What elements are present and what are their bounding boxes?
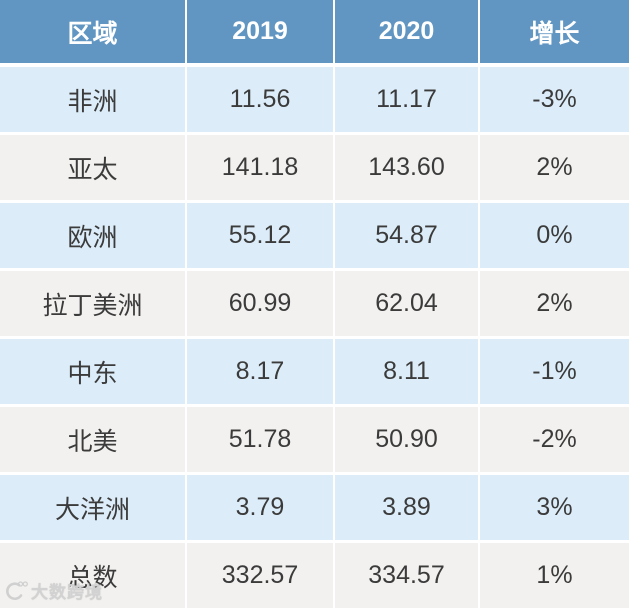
column-header-growth: 增长 xyxy=(480,0,629,67)
table-row-asia-pacific: 亚太 141.18 143.60 2% xyxy=(0,135,629,203)
cell-region: 拉丁美洲 xyxy=(0,271,187,339)
cell-2019: 141.18 xyxy=(187,135,335,203)
cell-2020: 62.04 xyxy=(335,271,480,339)
cell-2020: 11.17 xyxy=(335,67,480,135)
cell-2019: 11.56 xyxy=(187,67,335,135)
table-row-middle-east: 中东 8.17 8.11 -1% xyxy=(0,339,629,407)
column-header-region: 区域 xyxy=(0,0,187,67)
cell-2020: 54.87 xyxy=(335,203,480,271)
table-row-africa: 非洲 11.56 11.17 -3% xyxy=(0,67,629,135)
header-row: 区域 2019 2020 增长 xyxy=(0,0,629,67)
cell-2019: 332.57 xyxy=(187,543,335,608)
cell-2019: 3.79 xyxy=(187,475,335,543)
column-header-2019: 2019 xyxy=(187,0,335,67)
table-row-europe: 欧洲 55.12 54.87 0% xyxy=(0,203,629,271)
cell-region: 大洋洲 xyxy=(0,475,187,543)
cell-2020: 3.89 xyxy=(335,475,480,543)
cell-2019: 8.17 xyxy=(187,339,335,407)
table-row-oceania: 大洋洲 3.79 3.89 3% xyxy=(0,475,629,543)
cell-growth: 1% xyxy=(480,543,629,608)
table-row-latin-america: 拉丁美洲 60.99 62.04 2% xyxy=(0,271,629,339)
cell-region: 非洲 xyxy=(0,67,187,135)
table-row-north-america: 北美 51.78 50.90 -2% xyxy=(0,407,629,475)
cell-region: 总数 xyxy=(0,543,187,608)
cell-growth: -2% xyxy=(480,407,629,475)
cell-2019: 55.12 xyxy=(187,203,335,271)
cell-growth: 2% xyxy=(480,271,629,339)
cell-region: 中东 xyxy=(0,339,187,407)
cell-growth: 3% xyxy=(480,475,629,543)
cell-growth: -1% xyxy=(480,339,629,407)
cell-region: 北美 xyxy=(0,407,187,475)
cell-growth: 2% xyxy=(480,135,629,203)
cell-region: 欧洲 xyxy=(0,203,187,271)
column-header-2020: 2020 xyxy=(335,0,480,67)
cell-region: 亚太 xyxy=(0,135,187,203)
cell-2020: 334.57 xyxy=(335,543,480,608)
cell-2019: 60.99 xyxy=(187,271,335,339)
cell-2019: 51.78 xyxy=(187,407,335,475)
cell-growth: 0% xyxy=(480,203,629,271)
cell-2020: 50.90 xyxy=(335,407,480,475)
cell-2020: 143.60 xyxy=(335,135,480,203)
cell-growth: -3% xyxy=(480,67,629,135)
table-row-total: 总数 332.57 334.57 1% xyxy=(0,543,629,608)
cell-2020: 8.11 xyxy=(335,339,480,407)
